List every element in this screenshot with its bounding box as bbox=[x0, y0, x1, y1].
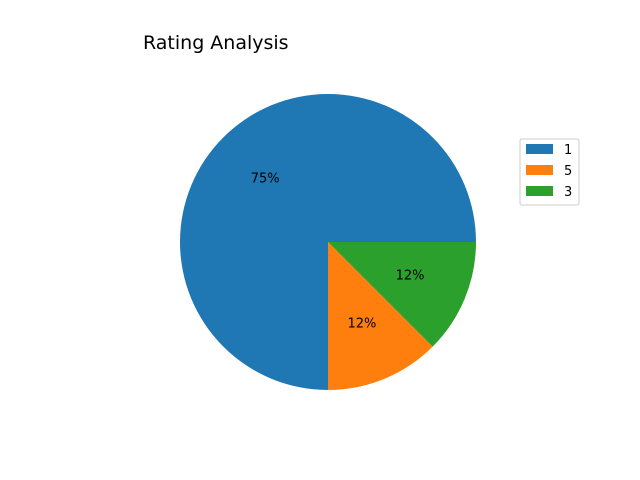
pie-slice-5 bbox=[328, 242, 433, 390]
legend-items: 1 5 3 bbox=[526, 143, 572, 200]
pie-percent-label-5: 12% bbox=[348, 317, 377, 332]
legend-swatch-5 bbox=[526, 165, 553, 175]
pie-percent-labels: 75% 12% 12% bbox=[251, 172, 425, 332]
legend-label-1: 1 bbox=[564, 143, 572, 158]
pie-slices bbox=[180, 94, 476, 390]
legend-swatch-1 bbox=[526, 144, 553, 154]
pie-percent-label-1: 75% bbox=[251, 172, 280, 187]
chart-title: Rating Analysis bbox=[143, 32, 289, 54]
legend-label-5: 5 bbox=[564, 164, 572, 179]
legend: 1 5 3 bbox=[519, 138, 580, 206]
legend-label-3: 3 bbox=[564, 185, 572, 200]
legend-swatch-3 bbox=[526, 186, 553, 196]
pie-slice-3 bbox=[328, 242, 476, 347]
pie-percent-label-3: 12% bbox=[396, 268, 425, 283]
